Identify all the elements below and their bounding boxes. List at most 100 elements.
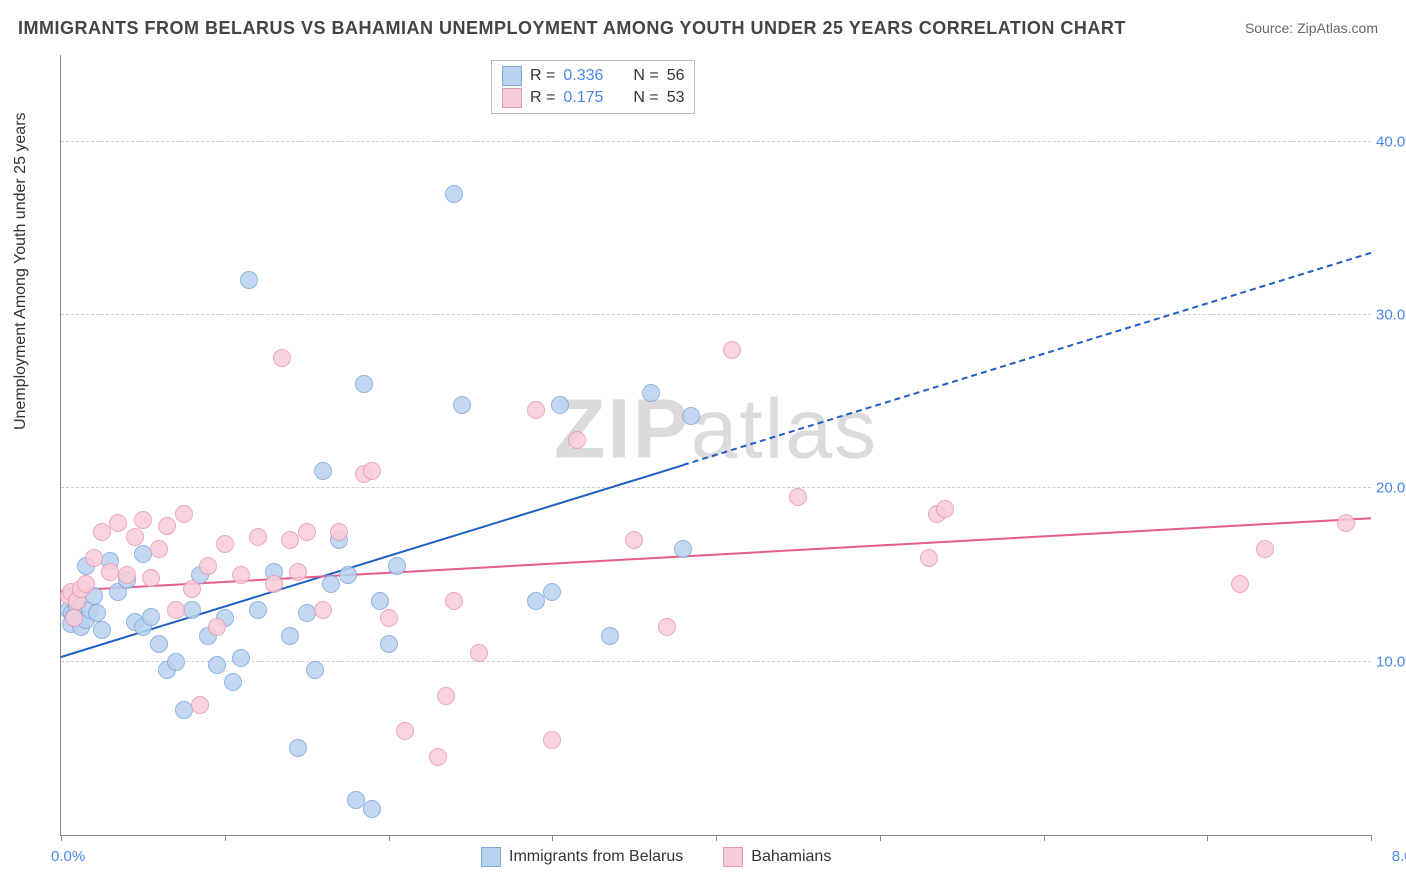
legend-item: Immigrants from Belarus — [481, 847, 683, 867]
legend-item: Bahamians — [723, 847, 831, 867]
scatter-point — [363, 462, 381, 480]
scatter-point — [306, 661, 324, 679]
scatter-point — [216, 535, 234, 553]
scatter-point — [298, 604, 316, 622]
x-tick — [716, 835, 717, 841]
x-tick — [552, 835, 553, 841]
legend-swatch — [502, 88, 522, 108]
scatter-point — [322, 575, 340, 593]
stat-r-label: R = — [530, 67, 555, 85]
x-tick — [880, 835, 881, 841]
scatter-point — [249, 528, 267, 546]
scatter-point — [396, 722, 414, 740]
x-tick — [1207, 835, 1208, 841]
scatter-point — [126, 528, 144, 546]
scatter-point — [330, 523, 348, 541]
scatter-point — [453, 396, 471, 414]
scatter-point — [183, 580, 201, 598]
scatter-point — [88, 604, 106, 622]
scatter-point — [191, 696, 209, 714]
scatter-point — [1256, 540, 1274, 558]
scatter-point — [347, 791, 365, 809]
scatter-point — [527, 401, 545, 419]
scatter-point — [543, 731, 561, 749]
stats-legend-row: R = 0.336 N = 56 — [502, 65, 684, 87]
scatter-point — [723, 341, 741, 359]
gridline — [61, 661, 1371, 662]
scatter-point — [551, 396, 569, 414]
x-max-label: 8.0% — [1392, 848, 1406, 865]
scatter-point — [134, 545, 152, 563]
scatter-point — [625, 531, 643, 549]
scatter-point — [249, 601, 267, 619]
scatter-point — [445, 185, 463, 203]
scatter-point — [568, 431, 586, 449]
scatter-point — [289, 563, 307, 581]
scatter-point — [658, 618, 676, 636]
scatter-point — [183, 601, 201, 619]
chart-title: IMMIGRANTS FROM BELARUS VS BAHAMIAN UNEM… — [18, 18, 1126, 39]
stat-n-value: 56 — [667, 67, 685, 85]
stat-r-value: 0.336 — [563, 67, 613, 85]
scatter-point — [642, 384, 660, 402]
scatter-point — [65, 609, 83, 627]
scatter-point — [224, 673, 242, 691]
stat-n-label: N = — [633, 67, 658, 85]
scatter-point — [175, 505, 193, 523]
legend-swatch — [723, 847, 743, 867]
stat-n-label: N = — [633, 89, 658, 107]
scatter-point — [298, 523, 316, 541]
x-tick — [1044, 835, 1045, 841]
gridline — [61, 487, 1371, 488]
y-axis-label: Unemployment Among Youth under 25 years — [12, 112, 30, 430]
scatter-point — [281, 531, 299, 549]
scatter-point — [199, 557, 217, 575]
series-legend: Immigrants from Belarus Bahamians — [481, 847, 831, 867]
scatter-point — [134, 511, 152, 529]
source-attribution: Source: ZipAtlas.com — [1245, 20, 1378, 36]
legend-swatch — [502, 66, 522, 86]
x-tick — [1371, 835, 1372, 841]
scatter-point — [158, 517, 176, 535]
stat-n-value: 53 — [667, 89, 685, 107]
scatter-point — [789, 488, 807, 506]
x-tick — [61, 835, 62, 841]
scatter-point — [273, 349, 291, 367]
scatter-point — [445, 592, 463, 610]
gridline — [61, 141, 1371, 142]
scatter-point — [175, 701, 193, 719]
scatter-point — [543, 583, 561, 601]
y-tick-label: 10.0% — [1376, 653, 1406, 670]
scatter-point — [936, 500, 954, 518]
x-min-label: 0.0% — [51, 848, 85, 865]
scatter-point — [142, 608, 160, 626]
scatter-point — [232, 649, 250, 667]
legend-label: Immigrants from Belarus — [509, 848, 683, 866]
scatter-point — [150, 635, 168, 653]
scatter-point — [527, 592, 545, 610]
stat-r-value: 0.175 — [563, 89, 613, 107]
scatter-point — [380, 635, 398, 653]
scatter-point — [93, 621, 111, 639]
scatter-point — [388, 557, 406, 575]
y-tick-label: 20.0% — [1376, 480, 1406, 497]
scatter-point — [314, 601, 332, 619]
y-tick-label: 40.0% — [1376, 133, 1406, 150]
scatter-point — [101, 563, 119, 581]
scatter-point — [150, 540, 168, 558]
stats-legend-row: R = 0.175 N = 53 — [502, 87, 684, 109]
scatter-point — [601, 627, 619, 645]
scatter-point — [281, 627, 299, 645]
watermark: ZIPatlas — [554, 381, 878, 478]
legend-label: Bahamians — [751, 848, 831, 866]
scatter-point — [674, 540, 692, 558]
x-tick — [225, 835, 226, 841]
plot-area: ZIPatlas R =0.336N =56R =0.175N =53 Immi… — [60, 55, 1371, 836]
trend-line — [683, 252, 1371, 466]
scatter-point — [1231, 575, 1249, 593]
scatter-point — [437, 687, 455, 705]
scatter-point — [371, 592, 389, 610]
stat-r-label: R = — [530, 89, 555, 107]
scatter-point — [682, 407, 700, 425]
scatter-point — [920, 549, 938, 567]
